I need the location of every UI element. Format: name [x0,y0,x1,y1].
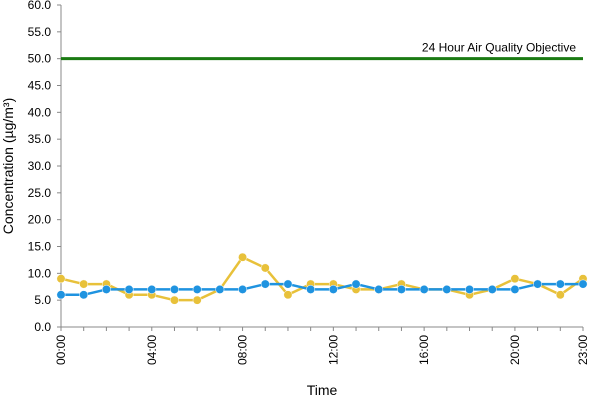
y-tick-label: 10.0 [28,266,52,280]
series-1-point [510,274,520,284]
y-axis: 0.0 5.0 10.0 15.0 20.0 25.0 30.0 35.0 40.0 45.0 50… [28,0,62,334]
y-tick-label: 60.0 [28,0,52,12]
series-2-point [79,290,89,300]
series-2-line [61,282,583,297]
objective-line-group: 24 Hour Air Quality Objective [61,41,583,61]
x-axis: 00:00 04:00 08:00 12:00 16:00 20:00 23:00 [54,326,590,365]
x-tick-label: 00:00 [54,335,68,365]
series-2-point [101,284,111,294]
series-2-point [283,279,293,289]
series-2-point [192,284,202,294]
series-1-point [79,279,89,289]
series-1-point [555,290,565,300]
y-tick-label: 35.0 [28,132,52,146]
series-1-point [238,252,248,262]
series-1-point [56,274,66,284]
x-tick-label: 08:00 [236,335,250,365]
series-2-point [465,284,474,294]
series-2-point [374,284,384,294]
y-tick-label: 5.0 [34,293,51,307]
series-1-point [170,295,179,305]
series-2-point [306,284,316,294]
series-2-point [396,284,406,294]
series-1-point [192,295,202,305]
series-2-point [147,284,157,294]
y-tick-label: 15.0 [28,240,52,254]
x-tick-label: 23:00 [576,335,590,365]
y-tick-label: 0.0 [34,320,51,334]
y-tick-label: 40.0 [28,105,52,119]
series-2-point [56,290,66,300]
series-2-point [170,284,179,294]
y-tick-label: 25.0 [28,186,52,200]
x-tick-label: 16:00 [417,335,431,365]
y-tick-label: 55.0 [28,25,52,39]
series-2-point [260,279,270,289]
series-2-point [351,279,361,289]
series-2-point [124,284,134,294]
series-1-point [283,290,293,300]
y-tick-label: 45.0 [28,79,52,93]
series-2-point [555,279,565,289]
series-2-point [328,284,338,294]
y-axis-title: Concentration (µg/m³) [0,98,16,234]
x-tick-label: 20:00 [508,335,522,365]
series-1-point [260,263,270,273]
series-1-line [60,255,584,302]
objective-label: 24 Hour Air Quality Objective [422,41,576,55]
series-2-point [215,284,225,294]
series-2-point [238,284,248,294]
series-2-point [442,284,452,294]
y-tick-label: 50.0 [28,52,52,66]
series-2-point [578,279,588,289]
x-axis-title: Time [307,382,338,398]
series-2-point [533,279,543,289]
x-tick-label: 04:00 [145,335,159,365]
series-group [56,252,588,305]
x-tick-label: 12:00 [326,335,340,365]
series-2-point [419,284,429,294]
series-2-point [510,284,520,294]
y-tick-label: 20.0 [28,213,52,227]
series-2-point [487,284,497,294]
y-tick-label: 30.0 [28,159,52,173]
